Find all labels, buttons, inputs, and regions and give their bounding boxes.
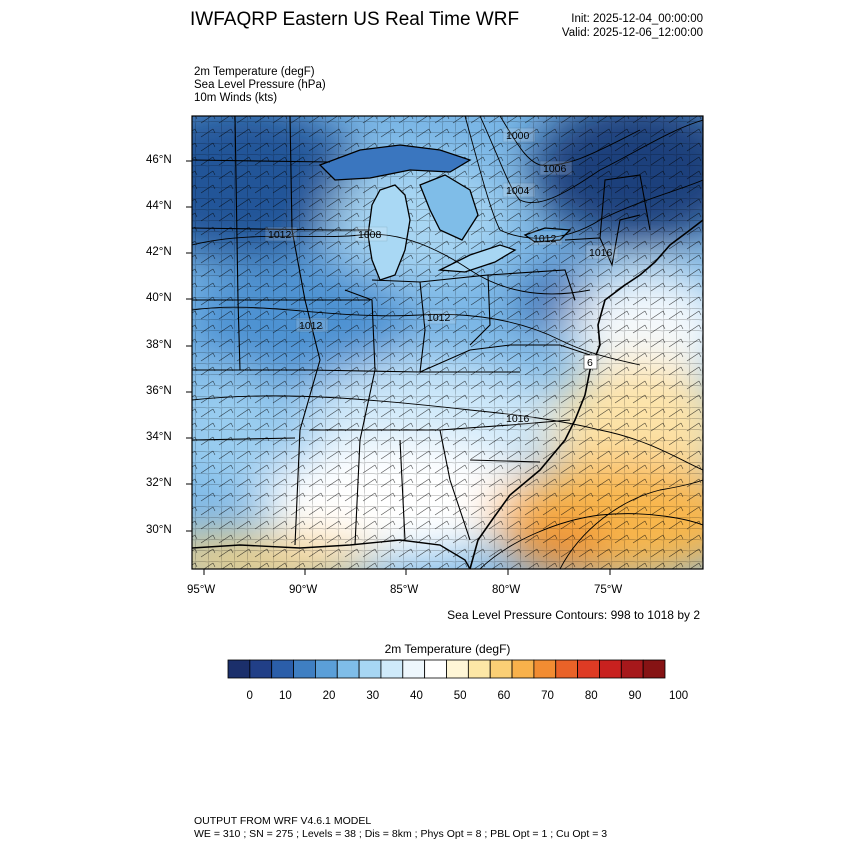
colorbar-swatch bbox=[467, 659, 491, 679]
colorbar-tick-label: 0 bbox=[246, 690, 253, 702]
gulf-coastline bbox=[192, 539, 471, 569]
pressure-label: 1004 bbox=[506, 185, 530, 197]
colorbar-swatch bbox=[577, 659, 600, 679]
axis-ticks bbox=[186, 160, 611, 575]
lat-label: 34°N bbox=[146, 431, 172, 443]
lake-erie bbox=[437, 244, 517, 273]
colorbar-tick-label: 90 bbox=[628, 690, 642, 702]
lat-label: 32°N bbox=[146, 477, 172, 489]
colorbar-tick-label: 100 bbox=[668, 690, 689, 702]
colorbar-swatch bbox=[336, 659, 360, 679]
colorbar-tick-label: 10 bbox=[278, 690, 292, 702]
lon-label: 95°W bbox=[187, 584, 216, 596]
pressure-contours bbox=[192, 116, 703, 569]
lake-huron bbox=[419, 174, 479, 241]
lake-superior bbox=[318, 144, 472, 181]
state-boundaries bbox=[192, 116, 651, 546]
colorbar-swatch bbox=[555, 659, 579, 679]
colorbar-tick-label: 80 bbox=[584, 690, 598, 702]
colorbar-swatch bbox=[642, 659, 666, 679]
colorbar-tick-label: 40 bbox=[410, 690, 423, 702]
pressure-label: 1012 bbox=[299, 320, 323, 332]
colorbar-tick-label: 60 bbox=[497, 690, 511, 702]
colorbar-swatch bbox=[424, 659, 447, 679]
init-time: Init: 2025-12-04_00:00:00 bbox=[571, 13, 703, 25]
plot-title: IWFAQRP Eastern US Real Time WRF bbox=[190, 9, 520, 30]
pressure-label: 6 bbox=[587, 357, 593, 369]
pressure-label: 1008 bbox=[358, 229, 382, 241]
map-frame bbox=[191, 115, 704, 570]
colorbar-swatch bbox=[293, 659, 316, 679]
pressure-labels: 1000 1006 1004 1012 1008 1012 1012 1012 … bbox=[264, 127, 619, 426]
variable-label-pressure: Sea Level Pressure (hPa) bbox=[194, 79, 326, 91]
lon-label: 90°W bbox=[289, 584, 318, 596]
colorbar-tick-label: 70 bbox=[541, 690, 554, 702]
colorbar-swatch bbox=[446, 659, 469, 679]
colorbar-swatch bbox=[358, 659, 382, 679]
lon-label: 85°W bbox=[390, 584, 419, 596]
pressure-label: 1006 bbox=[543, 163, 567, 175]
lon-label: 75°W bbox=[594, 584, 623, 596]
map-plot-area: 1000 1006 1004 1012 1008 1012 1012 1012 … bbox=[192, 116, 703, 569]
colorbar-swatch bbox=[402, 659, 426, 679]
colorbar bbox=[227, 659, 666, 679]
contour-note: Sea Level Pressure Contours: 998 to 1018… bbox=[447, 608, 700, 622]
colorbar-tick-label: 50 bbox=[453, 690, 467, 702]
variable-label-winds: 10m Winds (kts) bbox=[194, 92, 278, 104]
colorbar-swatch bbox=[489, 659, 513, 679]
lat-label: 40°N bbox=[146, 292, 172, 304]
pressure-label: 1012 bbox=[268, 229, 292, 241]
variable-label-temperature: 2m Temperature (degF) bbox=[194, 66, 315, 78]
colorbar-swatch bbox=[511, 659, 535, 679]
lake-michigan bbox=[367, 184, 411, 281]
pressure-label: 1000 bbox=[506, 130, 530, 142]
colorbar-tick-label: 20 bbox=[322, 690, 336, 702]
footer-model: OUTPUT FROM WRF V4.6.1 MODEL bbox=[194, 815, 372, 827]
colorbar-swatch bbox=[249, 659, 273, 679]
colorbar-tick-label: 30 bbox=[366, 690, 380, 702]
valid-time: Valid: 2025-12-06_12:00:00 bbox=[561, 27, 703, 39]
lon-label: 80°W bbox=[492, 584, 521, 596]
colorbar-swatch bbox=[227, 659, 251, 679]
lat-label: 46°N bbox=[146, 154, 172, 166]
colorbar-swatch bbox=[620, 659, 644, 679]
footer-config: WE = 310 ; SN = 275 ; Levels = 38 ; Dis … bbox=[194, 828, 608, 840]
pressure-label: 1016 bbox=[589, 247, 613, 259]
lat-label: 30°N bbox=[146, 524, 172, 536]
colorbar-swatch bbox=[599, 659, 622, 679]
colorbar-swatch bbox=[314, 659, 338, 679]
lat-label: 44°N bbox=[146, 200, 172, 212]
pressure-label: 1012 bbox=[427, 312, 451, 324]
pressure-label: 1016 bbox=[506, 413, 530, 425]
colorbar-swatch bbox=[533, 659, 557, 679]
colorbar-title: 2m Temperature (degF) bbox=[384, 642, 511, 656]
lat-label: 42°N bbox=[146, 246, 172, 258]
lat-label: 38°N bbox=[146, 339, 172, 351]
colorbar-swatch bbox=[271, 659, 294, 679]
lat-label: 36°N bbox=[146, 385, 172, 397]
colorbar-swatch bbox=[380, 659, 404, 679]
pressure-label: 1012 bbox=[533, 233, 557, 245]
